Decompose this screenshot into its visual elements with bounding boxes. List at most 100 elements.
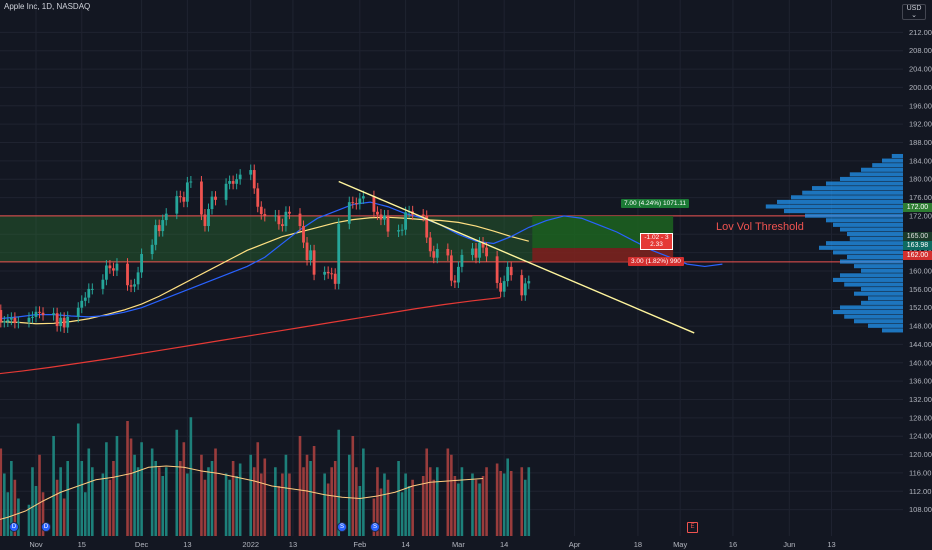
time-axis-label: 15 (78, 540, 86, 549)
currency-badge[interactable]: USD ⌄ (902, 4, 926, 20)
dividend-marker-icon[interactable]: D (9, 522, 19, 532)
volume-bar (157, 467, 161, 536)
volume-bar (55, 479, 59, 536)
candle-body (435, 248, 439, 258)
volume-bar (231, 461, 235, 536)
volume-bar (108, 479, 112, 536)
candle-body (499, 282, 503, 292)
split-marker-icon[interactable]: S (337, 522, 347, 532)
candle-body (55, 313, 59, 327)
volume-bar (453, 476, 457, 536)
volume-bar (425, 448, 429, 536)
volume-bar (59, 467, 62, 536)
sma-200-line (0, 297, 501, 375)
candle-body (457, 266, 460, 283)
volume-bar (52, 436, 55, 536)
candle-body (523, 283, 527, 296)
volume-profile-bar (847, 231, 903, 237)
symbol-title[interactable]: Apple Inc, 1D, NASDAQ (4, 2, 91, 11)
volume-bar (105, 442, 108, 536)
volume-profile-bar (861, 287, 903, 292)
candle-body (210, 196, 214, 210)
candle-body (112, 268, 115, 271)
candle-body (471, 248, 474, 255)
volume-profile-bar (854, 291, 903, 296)
volume-bar (326, 483, 330, 536)
price-tag-mid: 165.00 (903, 232, 932, 241)
price-axis-label: 144.00 (909, 340, 932, 349)
split-marker-icon[interactable]: S (370, 522, 380, 532)
candle-body (178, 196, 182, 198)
time-axis-label: 2022 (242, 540, 259, 549)
candle-body (298, 213, 302, 227)
volume-bar (277, 486, 281, 536)
volume-profile-bar (812, 186, 903, 191)
volume-profile-bar (777, 199, 903, 204)
price-axis-label: 136.00 (909, 377, 932, 386)
volume-profile-bar (840, 273, 903, 278)
volume-profile-bar (833, 250, 903, 255)
volume-bar (386, 479, 390, 536)
candle-body (432, 251, 436, 258)
volume-profile-bar (844, 282, 903, 287)
candle-body (376, 211, 379, 215)
price-axis-label: 124.00 (909, 432, 932, 441)
volume-bar (154, 461, 157, 536)
candle-body (129, 285, 133, 287)
price-axis-label: 116.00 (909, 468, 931, 477)
volume-bar (214, 448, 217, 536)
time-axis-label: 13 (183, 540, 191, 549)
candle-body (256, 188, 260, 207)
volume-bar (101, 473, 105, 536)
volume-bar (383, 473, 386, 536)
candle-body (302, 226, 305, 243)
volume-profile-bar (833, 222, 903, 227)
volume-bar (3, 473, 6, 536)
volume-bar (298, 436, 302, 536)
price-tag-lower: 162.00 (903, 251, 932, 260)
volume-bar (302, 467, 305, 536)
volume-bar (62, 498, 66, 536)
volume-bar (259, 473, 263, 536)
candle-body (154, 225, 158, 245)
earnings-marker-icon[interactable]: E (687, 522, 698, 533)
dividend-marker-icon[interactable]: D (41, 522, 51, 532)
candle-body (0, 310, 3, 322)
candle-body (305, 242, 309, 260)
candle-body (90, 288, 94, 290)
candle-body (281, 224, 284, 227)
candle-body (273, 215, 277, 217)
volume-profile-bar (891, 153, 903, 159)
candle-body (312, 250, 316, 275)
candle-body (383, 215, 386, 220)
candle-body (182, 197, 186, 202)
candle-body (509, 266, 513, 276)
price-tag-upper: 172.00 (903, 203, 932, 212)
candle-body (309, 250, 312, 260)
candle-body (397, 230, 400, 232)
candle-body (157, 225, 161, 232)
volume-bar (200, 454, 203, 536)
volume-bar (126, 421, 129, 536)
volume-bar (175, 429, 179, 536)
stop-label: 3.00 (1.82%) 990 (628, 257, 684, 266)
candle-body (140, 254, 143, 273)
candle-body (108, 265, 112, 269)
candle-body (203, 214, 207, 227)
candle-body (379, 214, 383, 220)
candle-body (27, 317, 31, 322)
price-axis-label: 140.00 (909, 358, 932, 367)
volume-bar (87, 448, 91, 536)
volume-profile-bar (868, 296, 903, 301)
volume-profile-bar (765, 204, 903, 209)
volume-bar (249, 454, 253, 536)
candle-body (31, 316, 34, 318)
candle-body (425, 215, 429, 238)
volume-profile-bar (826, 181, 903, 186)
candle-body (133, 284, 136, 287)
volume-bar (362, 448, 365, 536)
chevron-down-icon: ⌄ (911, 12, 917, 19)
volume-bar (457, 483, 460, 536)
